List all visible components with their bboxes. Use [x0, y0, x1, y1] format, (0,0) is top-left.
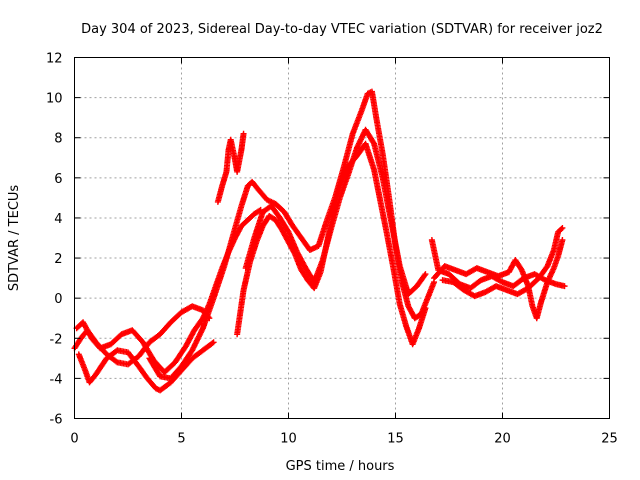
data-point-marker	[561, 283, 568, 290]
data-point-marker	[422, 305, 429, 312]
data-point-marker	[421, 272, 428, 279]
plot-frame	[74, 57, 610, 419]
chart-title: Day 304 of 2023, Sidereal Day-to-day VTE…	[81, 22, 603, 37]
data-point-marker	[370, 139, 377, 146]
x-tick-label: 10	[280, 432, 297, 447]
x-axis-label: GPS time / hours	[286, 459, 395, 474]
data-point-marker	[559, 224, 566, 231]
data-point-marker	[209, 340, 216, 347]
data-point-marker	[210, 339, 217, 346]
series-track-g	[214, 130, 247, 205]
y-tick-label: -2	[50, 332, 63, 347]
y-tick-label: 10	[46, 92, 63, 107]
series-track-j	[439, 224, 566, 300]
x-tick-label: 0	[70, 432, 78, 447]
y-tick-label: 12	[46, 52, 63, 67]
series-track-i	[431, 237, 566, 322]
y-tick-label: -4	[50, 372, 63, 387]
y-tick-label: -6	[50, 413, 63, 428]
grid	[74, 57, 610, 419]
y-tick-label: 0	[54, 292, 62, 307]
y-tick-label: 8	[54, 132, 62, 147]
series-track-e	[234, 140, 429, 348]
y-tick-label: 6	[54, 172, 62, 187]
data-point-marker	[559, 237, 566, 244]
y-tick-label: 2	[54, 252, 62, 267]
data-point-marker	[113, 358, 120, 365]
data-point-marker	[422, 271, 429, 278]
ticks	[74, 57, 610, 419]
data-point-marker	[558, 225, 565, 232]
x-tick-label: 5	[177, 432, 185, 447]
data-point-marker	[240, 130, 247, 137]
series-track-f	[242, 126, 429, 298]
x-tick-label: 20	[494, 432, 511, 447]
x-tick-label: 25	[601, 432, 618, 447]
y-axis-label: SDTVAR / TECUs	[7, 185, 22, 292]
tick-labels: 0 5 10 15 20 25 -6 -4 -2 0 2 4 6 8 10 12	[46, 52, 618, 447]
data-layer	[71, 88, 568, 394]
y-tick-label: 4	[54, 212, 62, 227]
x-tick-label: 15	[387, 432, 404, 447]
